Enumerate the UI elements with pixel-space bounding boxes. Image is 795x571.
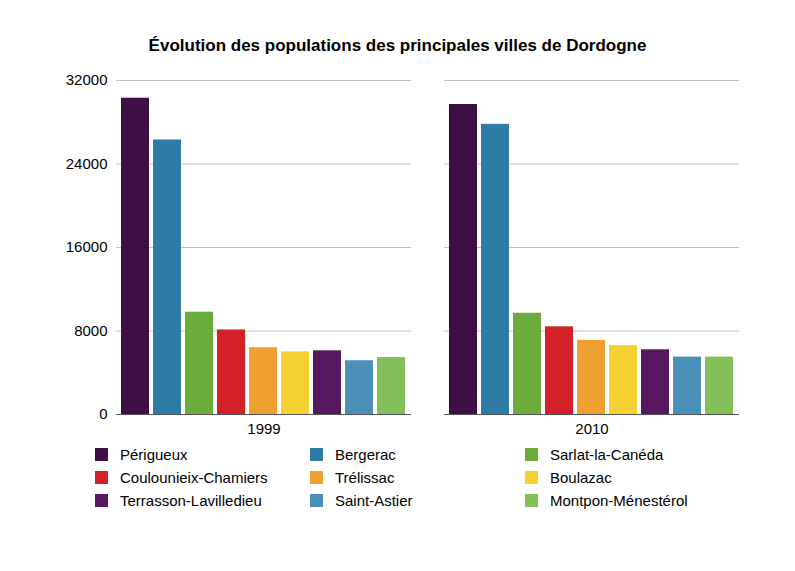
svg-text:1999: 1999 — [247, 420, 280, 437]
html-text:Bergerac: Bergerac — [335, 446, 396, 463]
html-text:Boulazac: Boulazac — [550, 469, 612, 486]
svg-text:2010: 2010 — [575, 420, 608, 437]
svg-text:0: 0 — [99, 405, 107, 422]
html-text:Montpon-Ménestérol: Montpon-Ménestérol — [550, 492, 688, 509]
svg-text:24000: 24000 — [66, 155, 108, 172]
html-text:Évolution des populations des: Évolution des populations des principale… — [148, 36, 647, 55]
svg-text:8000: 8000 — [74, 322, 107, 339]
html-text:Périgueux: Périgueux — [120, 446, 188, 463]
html-text:Terrasson-Lavilledieu: Terrasson-Lavilledieu — [120, 492, 262, 509]
svg-text:32000: 32000 — [66, 71, 108, 88]
html-text:Coulounieix-Chamiers: Coulounieix-Chamiers — [120, 469, 268, 486]
html-text:Saint-Astier: Saint-Astier — [335, 492, 413, 509]
html-text:Sarlat-la-Canéda: Sarlat-la-Canéda — [550, 446, 664, 463]
html-text:Trélissac: Trélissac — [335, 469, 395, 486]
svg-text:16000: 16000 — [66, 238, 108, 255]
